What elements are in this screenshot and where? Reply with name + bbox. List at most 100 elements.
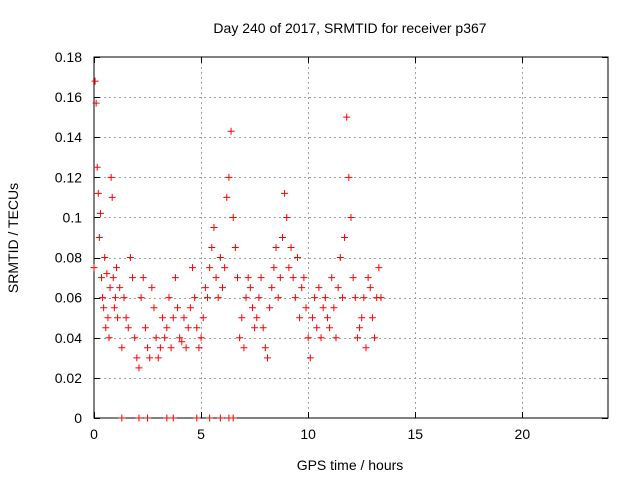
data-point bbox=[111, 294, 119, 302]
data-point bbox=[129, 274, 137, 282]
ticks bbox=[94, 57, 608, 419]
data-point bbox=[366, 284, 374, 292]
data-point bbox=[189, 264, 197, 272]
data-point bbox=[368, 314, 376, 322]
data-point bbox=[364, 274, 372, 282]
data-points bbox=[90, 77, 385, 422]
data-point bbox=[146, 354, 154, 362]
y-tick-label: 0.14 bbox=[55, 129, 82, 145]
data-point bbox=[161, 334, 169, 342]
data-point bbox=[308, 314, 316, 322]
data-point bbox=[351, 294, 359, 302]
tick-labels: 0 5 10 15 20 0 0.02 0.04 0.06 0.08 0.1 0.12 0.14 0.16… bbox=[55, 49, 531, 442]
data-point bbox=[165, 294, 173, 302]
data-point bbox=[319, 304, 327, 312]
data-point bbox=[159, 314, 167, 322]
data-point bbox=[120, 294, 128, 302]
data-point bbox=[272, 244, 280, 252]
data-point bbox=[103, 270, 111, 278]
data-point bbox=[219, 284, 226, 292]
data-point bbox=[204, 294, 212, 302]
data-point bbox=[90, 264, 98, 272]
data-point bbox=[118, 414, 126, 422]
data-point bbox=[167, 344, 175, 352]
data-point bbox=[349, 274, 357, 282]
data-point bbox=[169, 414, 177, 422]
data-point bbox=[306, 354, 314, 362]
y-tick-label: 0 bbox=[74, 410, 82, 426]
x-tick-label: 20 bbox=[515, 426, 531, 442]
data-point bbox=[195, 344, 203, 352]
y-tick-label: 0.08 bbox=[55, 250, 82, 266]
data-point bbox=[118, 344, 126, 352]
data-point bbox=[293, 254, 301, 262]
data-point bbox=[186, 304, 194, 312]
data-point bbox=[122, 314, 130, 322]
data-point bbox=[223, 193, 231, 201]
data-point bbox=[358, 314, 366, 322]
data-point bbox=[270, 264, 278, 272]
data-point bbox=[298, 284, 306, 292]
data-point bbox=[216, 414, 224, 422]
data-point bbox=[375, 264, 383, 272]
data-point bbox=[150, 304, 158, 312]
data-point bbox=[216, 254, 224, 262]
data-point bbox=[139, 274, 147, 282]
data-point bbox=[148, 284, 156, 292]
data-point bbox=[332, 334, 340, 342]
data-point bbox=[182, 344, 190, 352]
y-tick-label: 0.06 bbox=[55, 290, 82, 306]
x-axis-label: GPS time / hours bbox=[297, 457, 404, 473]
data-point bbox=[180, 314, 188, 322]
data-point bbox=[334, 284, 342, 292]
data-point bbox=[362, 344, 370, 352]
data-point bbox=[248, 304, 256, 312]
data-point bbox=[206, 414, 214, 422]
y-tick-label: 0.04 bbox=[55, 330, 82, 346]
chart-title: Day 240 of 2017, SRMTID for receiver p36… bbox=[213, 20, 486, 36]
data-point bbox=[197, 334, 205, 342]
data-point bbox=[341, 234, 349, 241]
data-point bbox=[104, 314, 112, 322]
data-point bbox=[315, 284, 323, 292]
data-point bbox=[174, 304, 182, 312]
data-point bbox=[360, 294, 368, 302]
data-point bbox=[110, 304, 118, 312]
data-point bbox=[328, 274, 336, 282]
data-point bbox=[343, 113, 351, 121]
data-point bbox=[92, 99, 100, 107]
y-tick-label: 0.16 bbox=[55, 89, 82, 105]
y-tick-label: 0.12 bbox=[55, 169, 82, 185]
data-point bbox=[300, 274, 308, 282]
x-tick-label: 10 bbox=[300, 426, 316, 442]
data-point bbox=[227, 127, 235, 135]
data-point bbox=[101, 254, 109, 262]
y-tick-label: 0.02 bbox=[55, 370, 82, 386]
data-point bbox=[323, 314, 331, 322]
data-point bbox=[276, 274, 284, 282]
data-point bbox=[268, 284, 276, 292]
data-point bbox=[302, 304, 310, 312]
data-point bbox=[154, 354, 162, 362]
data-point bbox=[131, 334, 139, 342]
data-point bbox=[289, 274, 297, 282]
data-point bbox=[193, 324, 201, 332]
data-point bbox=[193, 414, 201, 422]
data-point bbox=[99, 294, 107, 302]
data-point bbox=[163, 414, 171, 422]
data-point bbox=[353, 334, 361, 342]
data-point bbox=[124, 324, 132, 332]
data-point bbox=[116, 284, 124, 292]
data-point bbox=[112, 264, 120, 272]
data-point bbox=[156, 344, 164, 352]
data-point bbox=[338, 294, 346, 302]
data-point bbox=[214, 294, 222, 302]
data-point bbox=[152, 334, 160, 342]
data-point bbox=[221, 264, 229, 272]
y-tick-label: 0.1 bbox=[63, 209, 83, 225]
x-tick-label: 15 bbox=[407, 426, 423, 442]
data-point bbox=[191, 294, 199, 302]
data-point bbox=[347, 213, 355, 221]
